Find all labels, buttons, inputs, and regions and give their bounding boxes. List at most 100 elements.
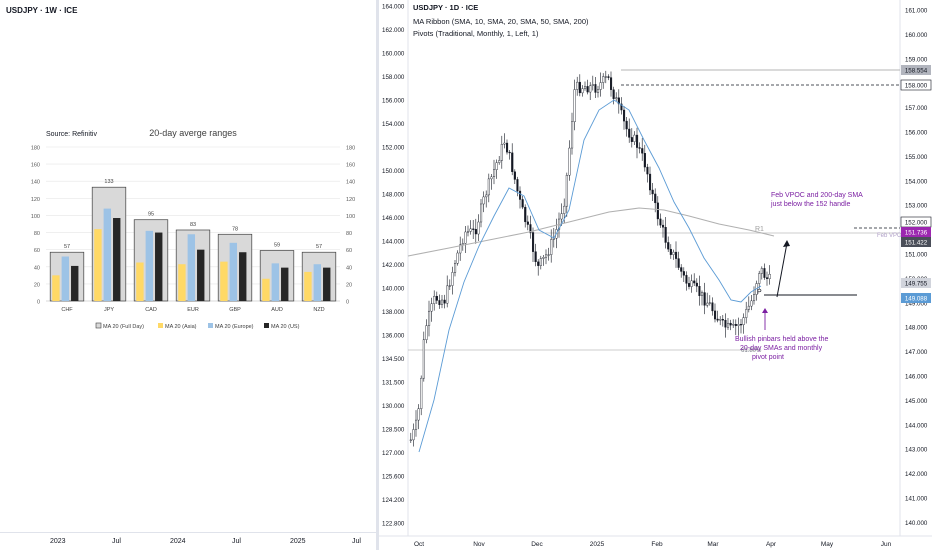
price-axis-label: 134.500: [382, 356, 405, 363]
price-axis-label: 157.000: [905, 105, 928, 112]
price-axis-label: 148.000: [905, 325, 928, 332]
candle-body: [428, 310, 431, 326]
candle-body: [500, 144, 503, 161]
y-tick-label: 60: [346, 248, 352, 254]
candle-body: [685, 275, 688, 284]
candle-body: [716, 318, 719, 321]
candle-body: [659, 218, 662, 226]
candle-body: [682, 271, 685, 276]
candle-body: [607, 76, 610, 78]
time-label: Jul: [352, 538, 361, 545]
candle-body: [589, 85, 592, 93]
legend-swatch: [208, 323, 213, 328]
ma-ribbon-legend[interactable]: MA Ribbon (SMA, 10, SMA, 20, SMA, 50, SM…: [413, 17, 589, 26]
y-tick-label: 40: [346, 265, 352, 271]
data-label: 78: [232, 226, 238, 232]
price-axis-label: 142.000: [382, 262, 405, 269]
bar-ma-20-europe-: [103, 208, 112, 301]
candle-body: [669, 248, 672, 255]
price-axis-label: 128.500: [382, 427, 405, 434]
sma200-line: [407, 207, 775, 257]
y-tick-label: 40: [34, 265, 40, 271]
category-label: EUR: [187, 307, 199, 313]
candle-body: [753, 294, 756, 302]
price-tag-label: 152.000: [905, 220, 928, 227]
candle-body: [662, 224, 665, 228]
price-axis-label: 138.000: [382, 309, 405, 316]
daily-price-chart[interactable]: 164.000 162.000 160.000 158.000 156.000 154.0…: [379, 0, 932, 550]
price-axis-label: 146.000: [905, 374, 928, 381]
candle-body: [591, 84, 594, 86]
candle-body: [513, 171, 516, 180]
time-axis-label: Nov: [473, 541, 485, 548]
price-tag-label: 151.736: [905, 230, 928, 237]
price-axis-label: 154.000: [905, 178, 928, 185]
candle-body: [511, 152, 514, 172]
bar-ma-20-asia-: [52, 275, 60, 301]
price-axis-label: 140.000: [382, 286, 405, 293]
candle-body: [531, 232, 535, 252]
price-axis-label: 142.000: [905, 471, 928, 478]
data-label: 57: [64, 244, 70, 250]
candle-body: [482, 196, 485, 205]
candle-body: [464, 231, 467, 244]
bar-ma-20-europe-: [271, 263, 280, 301]
y-tick-label: 80: [346, 231, 352, 237]
candle-body: [539, 258, 542, 266]
candle-body: [708, 302, 711, 304]
y-tick-label: 0: [346, 300, 349, 306]
time-label: 2023: [50, 538, 66, 545]
bar-ma-20-us-: [197, 249, 205, 301]
bar-ma-20-europe-: [145, 230, 154, 301]
chart-source: Source: Refinitiv: [46, 131, 97, 138]
category-label: AUD: [271, 307, 283, 313]
candle-body: [560, 213, 563, 220]
price-axis-label: 158.000: [382, 74, 405, 81]
price-axis-label: 156.000: [382, 98, 405, 105]
weekly-chart-pane[interactable]: USDJPY · 1W · ICE Source: Refinitiv 20-d…: [0, 0, 376, 550]
weekly-time-axis: 2023 Jul 2024 Jul 2025 Jul: [0, 532, 376, 551]
price-axis-label: 125.600: [382, 474, 405, 481]
y-tick-label: 100: [346, 214, 355, 220]
price-axis-label: 130.000: [382, 403, 405, 410]
y-tick-label: 100: [31, 214, 40, 220]
candle-body: [409, 439, 412, 441]
legend-swatch: [95, 322, 102, 329]
candle-body: [667, 242, 670, 250]
candle-body: [732, 324, 735, 326]
candle-body: [412, 429, 415, 441]
candle-body: [435, 295, 438, 301]
candle-body: [542, 257, 545, 259]
candle-body: [529, 224, 532, 233]
daily-chart-title: USDJPY · 1D · ICE: [413, 3, 478, 12]
bar-ma-20-us-: [323, 267, 331, 301]
candle-body: [485, 194, 488, 198]
candle-body: [594, 84, 597, 93]
category-label: NZD: [313, 307, 324, 313]
pivots-legend[interactable]: Pivots (Traditional, Monthly, 1, Left, 1…: [413, 29, 539, 38]
candle-body: [586, 86, 589, 93]
candle-body: [742, 317, 745, 325]
daily-chart-pane[interactable]: 164.000 162.000 160.000 158.000 156.000 154.0…: [379, 0, 932, 550]
candle-body: [680, 267, 683, 272]
legend-label: MA 20 (Asia): [165, 324, 197, 330]
candle-body: [505, 142, 509, 153]
time-axis-label: May: [821, 541, 834, 548]
candle-body: [524, 206, 527, 223]
candle-body: [719, 319, 722, 321]
price-tag-label: 149.755: [905, 281, 928, 288]
candle-body: [656, 202, 659, 220]
candle-body: [563, 205, 566, 214]
price-axis-label: 127.000: [382, 450, 405, 457]
candle-body: [625, 120, 628, 130]
candle-body: [727, 322, 730, 328]
candle-body: [690, 280, 693, 287]
candle-body: [750, 300, 753, 307]
price-axis-label: 161.000: [905, 8, 928, 15]
y-tick-label: 160: [346, 163, 355, 169]
candle-body: [417, 408, 420, 421]
candle-body: [490, 176, 493, 180]
pane-divider[interactable]: [376, 0, 379, 550]
candle-body: [596, 89, 600, 93]
data-label: 57: [316, 244, 322, 250]
